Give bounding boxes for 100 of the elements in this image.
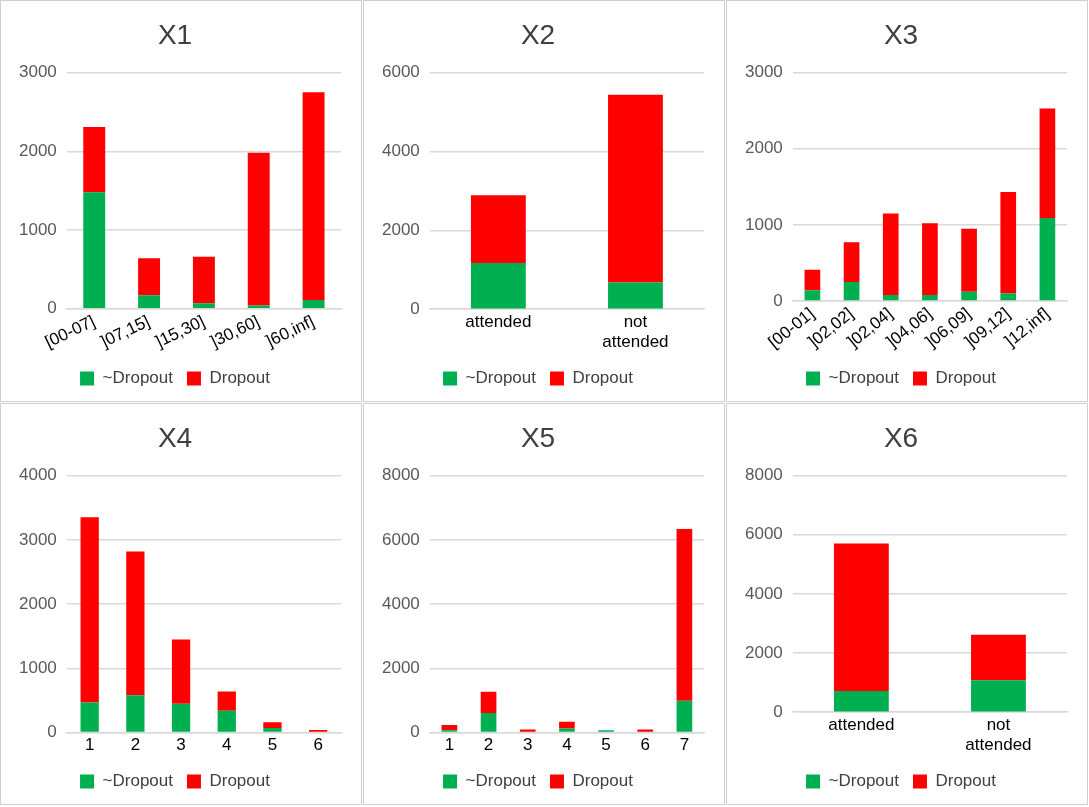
bar	[559, 721, 575, 729]
legend-label: ~Dropout	[102, 771, 174, 791]
y-tick-label: 0	[47, 722, 57, 742]
bar	[804, 290, 821, 301]
bar	[882, 213, 899, 295]
legend-label: Dropout	[209, 368, 271, 388]
bar	[217, 710, 236, 732]
y-tick-label: 0	[773, 701, 783, 721]
y-tick-label: 2000	[381, 220, 420, 240]
x-tick-label: not attended	[965, 715, 1032, 755]
x-tick-label: 1	[84, 735, 95, 755]
bar	[470, 263, 526, 309]
bar	[833, 543, 889, 691]
x-tick-label: 1	[444, 735, 455, 755]
y-tick-label: 6000	[744, 524, 783, 544]
y-tick-label: 8000	[381, 465, 420, 485]
x-tick-label: 6	[313, 735, 323, 755]
x-tick-label: attended	[465, 312, 532, 332]
bar	[470, 195, 526, 264]
chart-title: X5	[520, 421, 556, 453]
bar	[480, 691, 497, 713]
x-tick-label: 7	[679, 735, 690, 755]
bar	[126, 695, 145, 732]
legend-label: ~Dropout	[465, 771, 537, 791]
y-tick-label: 1000	[744, 214, 783, 234]
x-tick-label: 3	[176, 735, 186, 755]
x-tick-label: 4	[562, 735, 572, 755]
bar	[247, 152, 270, 306]
chart-title: X4	[157, 421, 193, 453]
bar	[80, 702, 99, 732]
bar	[263, 722, 282, 729]
y-tick-label: 3000	[18, 62, 57, 82]
bar	[676, 700, 693, 732]
legend-label: ~Dropout	[102, 368, 174, 388]
y-tick-label: 4000	[381, 141, 420, 161]
bar	[961, 228, 977, 292]
bar	[1039, 217, 1056, 301]
y-tick-label: 0	[410, 722, 420, 742]
y-tick-label: 3000	[18, 529, 57, 549]
bar	[83, 126, 106, 193]
chart-title: X1	[157, 18, 193, 50]
bar	[1000, 293, 1017, 301]
x-tick-label: not attended	[602, 312, 669, 352]
bar	[192, 303, 215, 308]
y-tick-label: 2000	[744, 642, 783, 662]
y-tick-label: 3000	[744, 62, 783, 82]
y-tick-label: 8000	[744, 465, 783, 485]
bar	[971, 634, 1026, 681]
x-tick-label: 5	[267, 735, 278, 755]
bar	[480, 713, 497, 732]
bar	[608, 282, 663, 309]
bar	[961, 291, 977, 301]
y-tick-label: 4000	[381, 593, 420, 613]
x-tick-label: 3	[523, 735, 533, 755]
legend-label: Dropout	[935, 368, 997, 388]
chart-title: X6	[883, 421, 919, 453]
bar	[922, 294, 938, 301]
y-tick-label: 0	[47, 298, 57, 318]
y-tick-label: 1000	[18, 658, 57, 678]
bar	[126, 551, 145, 696]
legend-label: ~Dropout	[828, 368, 900, 388]
bar	[138, 258, 161, 296]
y-tick-label: 1000	[18, 219, 57, 239]
legend-label: Dropout	[572, 771, 634, 791]
legend-label: ~Dropout	[465, 368, 537, 388]
bar	[192, 256, 215, 304]
y-tick-label: 2000	[18, 593, 57, 613]
y-tick-label: 0	[410, 298, 420, 318]
bar	[80, 517, 99, 703]
y-tick-label: 2000	[18, 140, 57, 160]
legend-label: Dropout	[209, 771, 271, 791]
x-tick-label: 2	[483, 735, 494, 755]
x-tick-label: 2	[130, 735, 141, 755]
y-tick-label: 6000	[381, 529, 420, 549]
y-tick-label: 0	[773, 290, 783, 310]
y-tick-label: 2000	[381, 658, 420, 678]
chart-title: X2	[520, 18, 556, 50]
bar	[302, 92, 325, 301]
chart-title: X3	[883, 18, 919, 50]
bar	[882, 294, 899, 301]
bar	[519, 729, 536, 732]
legend-label: ~Dropout	[828, 771, 900, 791]
y-tick-label: 2000	[744, 138, 783, 158]
bar	[833, 690, 889, 712]
x-tick-label: 4	[222, 735, 232, 755]
bar	[804, 269, 821, 291]
bar	[83, 192, 106, 308]
bar	[559, 728, 575, 732]
bar	[1000, 192, 1017, 294]
bar	[608, 94, 663, 283]
bar	[171, 639, 191, 704]
bar	[263, 728, 282, 732]
bar	[302, 300, 325, 308]
legend-label: Dropout	[572, 368, 634, 388]
bar	[676, 528, 693, 701]
bar	[922, 223, 938, 295]
bar	[217, 691, 236, 711]
x-tick-label: attended	[828, 715, 895, 735]
legend-label: Dropout	[935, 771, 997, 791]
bar	[843, 281, 860, 301]
